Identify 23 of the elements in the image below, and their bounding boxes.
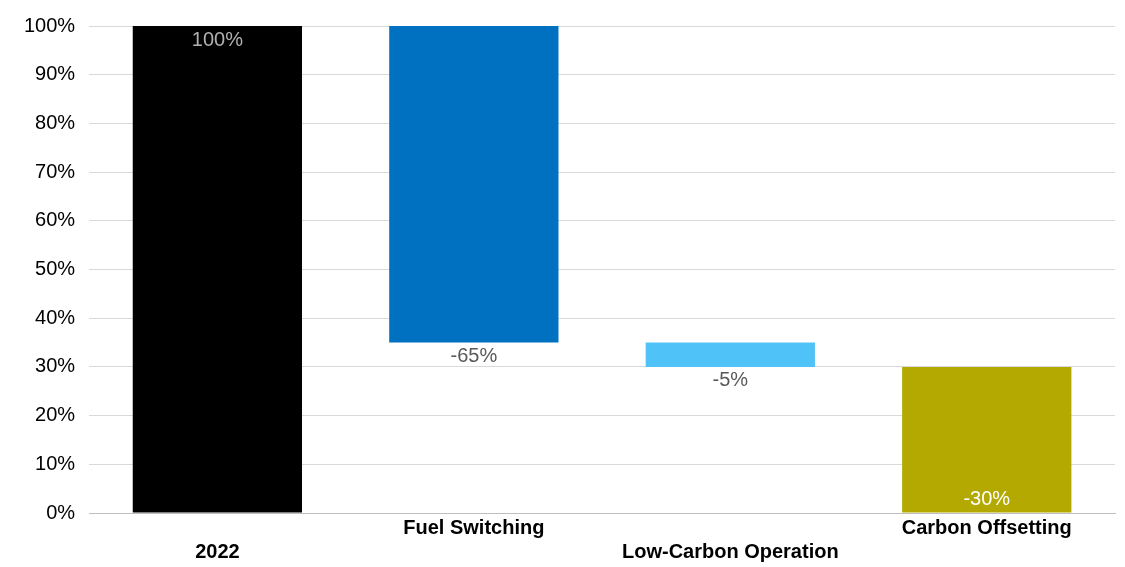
y-tick-label: 90%	[35, 62, 76, 85]
bar	[902, 366, 1072, 513]
y-tick-label: 20%	[35, 403, 76, 426]
data-label: -65%	[450, 344, 498, 367]
x-tick-label: 2022	[195, 539, 240, 562]
y-tick-label: 60%	[35, 208, 76, 231]
y-tick-label: 80%	[35, 110, 76, 133]
y-tick-label: 0%	[46, 500, 76, 523]
x-tick-label: Low-Carbon Operation	[621, 539, 839, 562]
y-tick-label: 70%	[35, 159, 76, 182]
y-tick-label: 40%	[35, 305, 76, 328]
data-label: 100%	[191, 27, 244, 50]
bar	[389, 26, 559, 343]
data-label: -5%	[712, 368, 749, 391]
y-tick-label: 100%	[24, 13, 76, 36]
bar	[132, 26, 303, 513]
data-label: -30%	[963, 486, 1011, 509]
x-tick-label: Fuel Switching	[403, 515, 545, 538]
y-tick-label: 30%	[35, 354, 76, 377]
y-tick-label: 10%	[35, 451, 76, 474]
x-tick-label: Carbon Offsetting	[901, 515, 1072, 538]
y-tick-label: 50%	[35, 257, 76, 280]
bar	[645, 342, 815, 367]
